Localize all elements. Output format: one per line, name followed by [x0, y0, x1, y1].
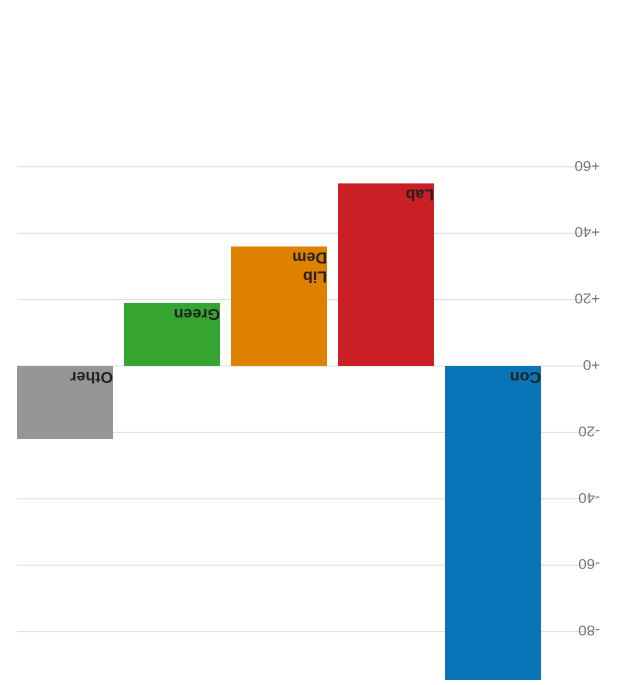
bars	[17, 183, 541, 682]
bar	[17, 366, 113, 440]
axis-tick-labels: -100-80-60-40-20+0+20+40+60	[575, 157, 600, 639]
category-label: Con	[510, 368, 541, 385]
bar	[338, 183, 434, 366]
axis-tick-label: -60	[578, 555, 600, 572]
bar	[124, 302, 220, 366]
axis-tick-label: -20	[578, 422, 600, 439]
axis-tick-label: -40	[578, 489, 600, 506]
axis-tick-label: +20	[575, 290, 600, 307]
category-label: Other	[70, 368, 113, 385]
category-label: Green	[174, 305, 220, 322]
category-label: Lib	[303, 267, 327, 284]
category-labels: Con Lab Lib Dem Green Other	[70, 185, 541, 385]
axis-tick-label: -80	[578, 622, 600, 639]
rotated-chart-group: -100-80-60-40-20+0+20+40+60ConLabLibDemG…	[17, 157, 600, 682]
category-label: Dem	[292, 248, 327, 265]
axis-tick-label: +60	[575, 157, 600, 174]
category-label: Lab	[405, 185, 434, 202]
axis-tick-label: +40	[575, 223, 600, 240]
axis-tick-label: +0	[583, 356, 600, 373]
bar	[445, 366, 541, 682]
bar	[231, 246, 327, 366]
